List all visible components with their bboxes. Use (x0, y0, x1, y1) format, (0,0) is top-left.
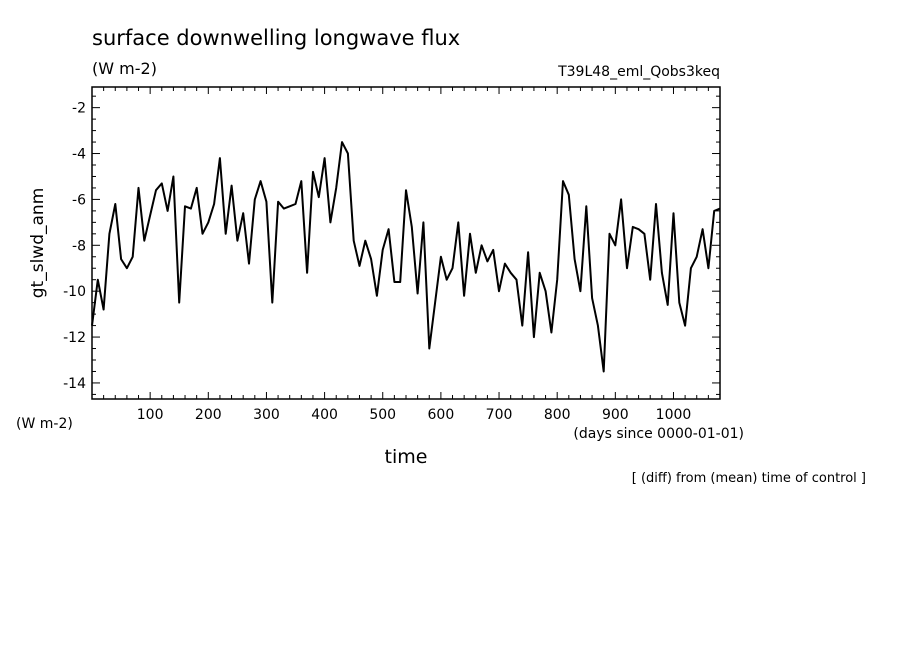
x-tick-label: 400 (311, 407, 338, 423)
x-axis-units: (days since 0000-01-01) (573, 426, 744, 442)
x-axis-ticks: 100 200 300 400 500 600 700 800 900 1000 (103, 87, 709, 423)
x-axis-label: time (385, 446, 428, 468)
y-tick-label: -4 (72, 147, 86, 163)
title-units: (W m-2) (92, 59, 157, 78)
y-tick-label: -14 (63, 376, 86, 392)
x-tick-label: 200 (195, 407, 222, 423)
plot-area: 100 200 300 400 500 600 700 800 900 1000 -2 -4 -6 -8… (63, 86, 721, 423)
x-tick-label: 800 (544, 407, 571, 423)
x-tick-label: 1000 (656, 407, 692, 423)
y-tick-label: -12 (63, 330, 86, 346)
y-tick-label: -2 (72, 101, 86, 117)
x-tick-label: 900 (602, 407, 629, 423)
y-tick-label: -10 (63, 284, 86, 300)
x-tick-label: 100 (137, 407, 164, 423)
x-tick-label: 500 (369, 407, 396, 423)
x-tick-label: 300 (253, 407, 280, 423)
run-label: T39L48_eml_Qobs3keq (557, 64, 720, 80)
chart-title: surface downwelling longwave flux (92, 26, 460, 50)
y-tick-label: -8 (72, 238, 86, 254)
series-line (91, 141, 721, 373)
x-tick-label: 700 (486, 407, 513, 423)
y-axis-label: gt_slwd_anm (28, 188, 48, 298)
y-axis-units: (W m-2) (16, 416, 73, 432)
y-axis-ticks: -2 -4 -6 -8 -10 -12 -14 (63, 95, 720, 395)
y-tick-label: -6 (72, 192, 86, 208)
x-tick-label: 600 (428, 407, 455, 423)
footnote: [ (diff) from (mean) time of control ] (632, 471, 866, 486)
